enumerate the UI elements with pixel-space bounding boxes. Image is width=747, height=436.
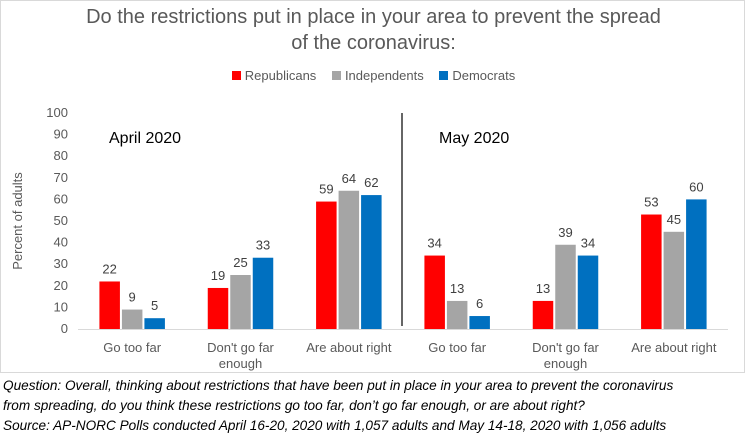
data-label-republicans: 53 [644,195,658,210]
bar-democrats-are-about-right-april-2020 [361,195,382,329]
y-tick-label: 10 [54,299,68,314]
data-label-independents: 13 [450,281,464,296]
caption-question-line-2: from spreading, do you think these restr… [3,398,585,413]
panel-label-may-2020: May 2020 [439,130,509,147]
data-label-democrats: 6 [476,296,483,311]
y-tick-label: 30 [54,256,68,271]
y-tick-label: 100 [46,105,68,120]
panel-label-april-2020: April 2020 [109,130,181,147]
bar-independents-are-about-right-april-2020 [338,190,360,329]
data-label-republicans: 34 [427,236,441,251]
data-label-democrats: 34 [581,236,595,251]
data-label-independents: 45 [667,212,681,227]
legend-item-independents: Independents [331,68,424,83]
caption-question-line-1: Question: Overall, thinking about restri… [3,378,674,393]
bar-democrats-are-about-right-may-2020 [686,199,707,329]
bar-independents-are-about-right-may-2020 [663,231,685,329]
legend-label-republicans: Republicans [244,68,317,83]
y-tick-label: 40 [54,235,68,250]
category-label-don-t-go-far-enough: Don't go far [207,340,274,355]
legend-swatch-independents [331,71,341,80]
bar-democrats-go-too-far-april-2020 [144,318,165,329]
bar-independents-don-t-go-far-enough-april-2020 [230,275,251,329]
category-label-go-too-far: Go too far [103,340,161,355]
bar-republicans-go-too-far-april-2020 [99,281,120,329]
bar-republicans-are-about-right-may-2020 [641,214,662,329]
legend-item-republicans: Republicans [231,68,317,83]
bar-republicans-go-too-far-may-2020 [424,255,445,329]
y-tick-label: 70 [54,170,68,185]
caption: Question: Overall, thinking about restri… [3,376,745,436]
chart-title: Do the restrictions put in place in your… [40,4,707,56]
legend-label-independents: Independents [344,68,424,83]
bar-republicans-are-about-right-april-2020 [316,201,337,329]
data-label-democrats: 62 [364,175,378,190]
bar-independents-go-too-far-april-2020 [121,309,143,329]
legend-item-democrats: Democrats [439,68,515,83]
data-label-republicans: 59 [319,182,333,197]
category-label-don-t-go-far-enough: enough [544,356,587,371]
data-label-independents: 9 [129,290,136,305]
legend-swatch-democrats [439,71,449,80]
bar-democrats-don-t-go-far-enough-april-2020 [252,257,274,329]
category-label-don-t-go-far-enough: enough [219,356,262,371]
chart-title-line-2: of the coronavirus: [291,32,456,54]
data-label-independents: 64 [342,171,356,186]
data-label-independents: 39 [558,225,572,240]
bar-democrats-don-t-go-far-enough-may-2020 [577,255,599,329]
data-label-democrats: 5 [151,298,158,313]
bar-independents-don-t-go-far-enough-may-2020 [555,244,576,329]
y-tick-label: 80 [54,148,68,163]
y-tick-label: 90 [54,127,68,142]
data-label-democrats: 33 [256,238,270,253]
chart-title-line-1: Do the restrictions put in place in your… [86,6,661,28]
data-label-republicans: 19 [211,268,225,283]
y-axis-title: Percent of adults [10,172,25,270]
legend-label-democrats: Democrats [452,68,516,83]
legend-swatch-republicans [231,71,241,80]
y-tick-label: 50 [54,213,68,228]
caption-source: Source: AP-NORC Polls conducted April 16… [3,418,667,433]
category-label-go-too-far: Go too far [428,340,486,355]
chart-frame [0,0,745,373]
category-label-don-t-go-far-enough: Don't go far [532,340,599,355]
legend: Republicans Independents Democrats [0,68,747,83]
data-label-democrats: 60 [689,179,703,194]
plot-area: 0 10 20 30 40 50 60 70 80 90 100 Percent of adults A… [10,105,728,371]
bar-democrats-go-too-far-may-2020 [469,316,490,329]
bar-independents-go-too-far-may-2020 [446,300,468,329]
y-tick-label: 20 [54,278,68,293]
bar-republicans-don-t-go-far-enough-april-2020 [207,287,229,329]
y-tick-label: 60 [54,191,68,206]
bar-republicans-don-t-go-far-enough-may-2020 [532,300,554,329]
category-label-are-about-right: Are about right [306,340,392,355]
category-label-are-about-right: Are about right [631,340,717,355]
data-label-republicans: 22 [102,261,116,276]
y-tick-label: 0 [61,321,68,336]
data-label-independents: 25 [233,255,247,270]
data-label-republicans: 13 [536,281,550,296]
